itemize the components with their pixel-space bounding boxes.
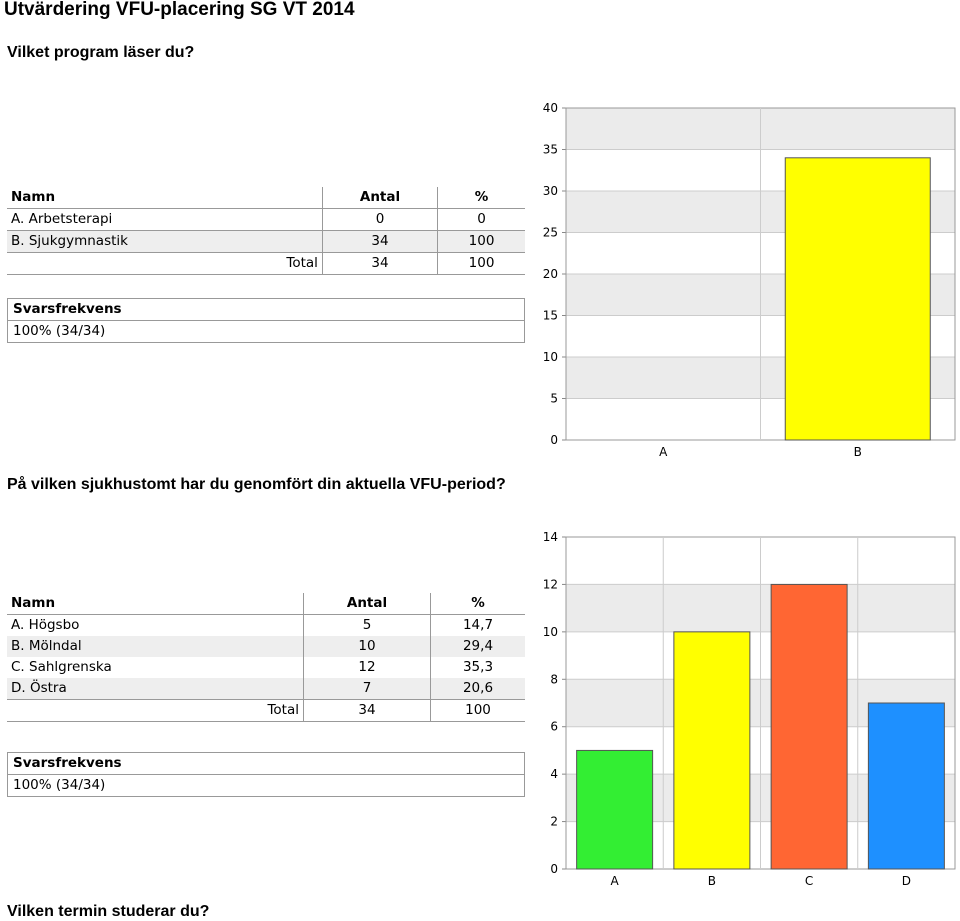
question-2-title: På vilken sjukhustomt har du genomfört d… [7, 476, 506, 493]
row-name: B. Sjukgymnastik [7, 230, 323, 253]
row-pct: 20,6 [430, 678, 525, 700]
question-2-chart: 0 2 4 6 8 10 12 14 A B C D [543, 530, 956, 888]
question-2-table: Namn Antal % A. Högsbo 5 14,7 B. Mölndal… [7, 593, 525, 722]
question-1-response-rate: Svarsfrekvens 100% (34/34) [7, 298, 525, 343]
y-tick-label: 35 [543, 143, 558, 157]
row-count: 0 [321, 208, 438, 231]
y-tick-label: 6 [550, 720, 558, 734]
header-name: Namn [7, 187, 323, 209]
x-tick-label: A [611, 874, 620, 888]
table-header-row: Namn Antal % [7, 593, 525, 615]
row-pct: 29,4 [430, 636, 525, 657]
bar-A [576, 749, 654, 870]
question-2-response-rate: Svarsfrekvens 100% (34/34) [7, 752, 525, 797]
y-tick-label: 30 [543, 184, 558, 198]
table-row: C. Sahlgrenska 12 35,3 [7, 657, 525, 678]
row-name: C. Sahlgrenska [7, 657, 304, 678]
y-tick-label: 12 [543, 577, 558, 591]
question-1-table: Namn Antal % A. Arbetsterapi 0 0 B. Sjuk… [7, 187, 525, 275]
response-rate-value: 100% (34/34) [13, 323, 106, 339]
total-count: 34 [303, 699, 431, 722]
row-count: 34 [321, 230, 438, 253]
response-rate-label: Svarsfrekvens [8, 299, 524, 321]
table-row: D. Östra 7 20,6 [7, 678, 525, 700]
x-tick-label: B [708, 874, 716, 888]
y-tick-label: 10 [543, 625, 558, 639]
row-name: D. Östra [7, 678, 304, 700]
total-label: Total [7, 699, 304, 722]
y-tick-label: 10 [543, 350, 558, 364]
x-tick-label: C [805, 874, 813, 888]
bar-C [770, 583, 848, 870]
header-pct: % [437, 187, 525, 209]
question-1-chart: 0 5 10 15 20 25 30 35 40 A B [543, 101, 956, 459]
row-pct: 0 [437, 208, 525, 231]
response-rate-label: Svarsfrekvens [8, 753, 524, 775]
row-count: 10 [303, 636, 431, 657]
y-tick-label: 0 [550, 862, 558, 876]
row-count: 7 [303, 678, 431, 700]
header-count: Antal [303, 593, 431, 615]
y-tick-label: 40 [543, 101, 558, 115]
table-total-row: Total 34 100 [7, 699, 525, 722]
row-count: 12 [303, 657, 431, 678]
header-count: Antal [321, 187, 438, 209]
table-row: A. Arbetsterapi 0 0 [7, 208, 525, 231]
row-name: A. Högsbo [7, 614, 304, 636]
y-tick-label: 2 [550, 815, 558, 829]
y-tick-label: 5 [550, 392, 558, 406]
total-count: 34 [321, 252, 438, 275]
header-name: Namn [7, 593, 304, 615]
table-row: B. Sjukgymnastik 34 100 [7, 230, 525, 253]
y-tick-label: 15 [543, 309, 558, 323]
header-pct: % [430, 593, 525, 615]
total-pct: 100 [437, 252, 525, 275]
row-pct: 14,7 [430, 614, 525, 636]
y-tick-label: 20 [543, 267, 558, 281]
question-1-title: Vilket program läser du? [7, 44, 195, 61]
row-pct: 35,3 [430, 657, 525, 678]
row-count: 5 [303, 614, 431, 636]
x-tick-label: B [854, 445, 862, 459]
y-tick-label: 14 [543, 530, 558, 544]
table-total-row: Total 34 100 [7, 252, 525, 275]
table-row: B. Mölndal 10 29,4 [7, 636, 525, 657]
total-label: Total [7, 252, 323, 275]
total-pct: 100 [430, 699, 525, 722]
response-rate-value: 100% (34/34) [13, 777, 106, 793]
row-name: A. Arbetsterapi [7, 208, 323, 231]
x-tick-label: A [659, 445, 668, 459]
table-header-row: Namn Antal % [7, 187, 525, 209]
question-3-title: Vilken termin studerar du? [7, 903, 210, 920]
bar-B [673, 631, 751, 870]
y-tick-label: 25 [543, 226, 558, 240]
bar-D [867, 702, 945, 870]
x-tick-label: D [902, 874, 911, 888]
page-title: Utvärdering VFU-placering SG VT 2014 [4, 0, 355, 20]
row-name: B. Mölndal [7, 636, 304, 657]
table-row: A. Högsbo 5 14,7 [7, 614, 525, 636]
row-pct: 100 [437, 230, 525, 253]
bar-B [784, 157, 931, 441]
y-tick-label: 4 [550, 767, 558, 781]
y-tick-label: 8 [550, 672, 558, 686]
y-tick-label: 0 [550, 433, 558, 447]
